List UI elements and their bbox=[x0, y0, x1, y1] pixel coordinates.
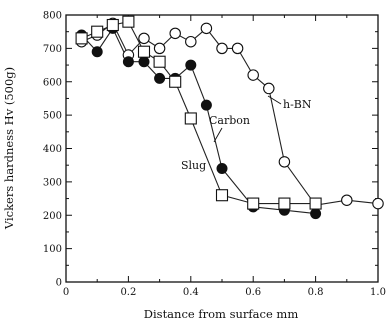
annotation-leader-h-bn bbox=[267, 95, 282, 105]
point-h-bn bbox=[153, 42, 166, 55]
x-tick-label: 0.6 bbox=[245, 287, 261, 298]
y-tick-label: 200 bbox=[43, 211, 62, 222]
point-slug bbox=[153, 55, 166, 68]
point-carbon bbox=[122, 56, 134, 68]
point-h-bn bbox=[247, 69, 259, 81]
labels: Distance from surface mm Vickers hardnes… bbox=[2, 67, 312, 321]
plot-frame bbox=[65, 14, 379, 283]
x-tick-label: 0.4 bbox=[183, 287, 199, 298]
annotation-h-bn: h-BN bbox=[283, 98, 312, 111]
x-axis-title: Distance from surface mm bbox=[144, 307, 299, 321]
point-h-bn bbox=[200, 22, 213, 35]
point-slug bbox=[309, 197, 322, 210]
point-carbon bbox=[91, 46, 103, 58]
series-line-carbon bbox=[81, 27, 316, 215]
point-carbon bbox=[216, 163, 228, 175]
y-tick-label: 100 bbox=[43, 244, 62, 255]
point-slug bbox=[75, 32, 88, 45]
point-slug bbox=[137, 45, 151, 58]
annotation-carbon: Carbon bbox=[209, 114, 250, 127]
point-h-bn bbox=[231, 42, 244, 55]
annotation-slug: Slug bbox=[181, 159, 206, 172]
y-tick-label: 300 bbox=[43, 177, 62, 188]
point-slug bbox=[91, 25, 104, 38]
x-tick-label: 0.2 bbox=[120, 287, 136, 298]
point-slug bbox=[122, 15, 135, 28]
point-carbon bbox=[138, 56, 150, 68]
point-h-bn bbox=[138, 32, 150, 45]
point-h-bn bbox=[185, 35, 197, 48]
point-slug bbox=[184, 112, 197, 125]
point-slug bbox=[169, 75, 182, 88]
point-h-bn bbox=[216, 42, 228, 55]
point-slug bbox=[106, 18, 119, 32]
point-slug bbox=[215, 189, 229, 202]
y-tick-label: 700 bbox=[43, 44, 62, 55]
point-slug bbox=[247, 197, 260, 210]
point-h-bn bbox=[278, 156, 291, 168]
annotation-leader-carbon bbox=[213, 127, 223, 143]
y-tick-label: 800 bbox=[43, 11, 62, 22]
x-tick-label: 1.0 bbox=[370, 287, 386, 298]
point-h-bn bbox=[263, 82, 275, 95]
point-slug bbox=[278, 197, 291, 210]
y-tick-label: 500 bbox=[43, 111, 62, 122]
point-carbon bbox=[185, 59, 197, 71]
x-tick-label: 0.8 bbox=[308, 287, 324, 298]
x-tick-label: 0 bbox=[63, 287, 69, 298]
y-tick-label: 600 bbox=[43, 77, 62, 88]
point-carbon bbox=[200, 99, 212, 111]
y-axis-title: Vickers hardness Hv (500g) bbox=[2, 67, 16, 230]
y-tick-label: 0 bbox=[56, 278, 62, 289]
point-h-bn bbox=[341, 194, 353, 206]
point-h-bn bbox=[169, 27, 181, 40]
series-line-slug bbox=[81, 21, 316, 205]
series-markers bbox=[75, 15, 384, 220]
point-carbon bbox=[310, 208, 322, 220]
axes: 0 0.2 0.4 0.6 0.8 1.0 0 100 200 300 400 500 600 700 80… bbox=[43, 11, 386, 299]
y-tick-label: 400 bbox=[43, 144, 62, 155]
point-carbon bbox=[154, 72, 166, 84]
point-h-bn bbox=[372, 197, 384, 210]
